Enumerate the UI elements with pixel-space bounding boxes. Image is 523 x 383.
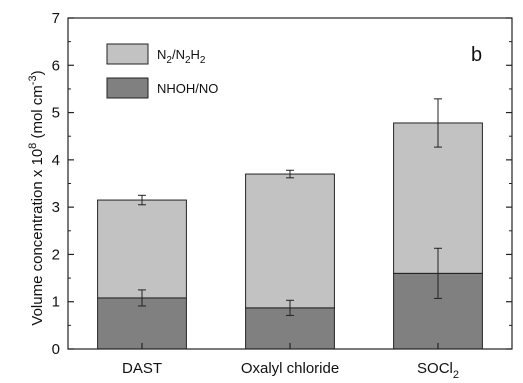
y-axis-title-unit-close: ) xyxy=(29,70,46,75)
bar-segment-n2-n2h2 xyxy=(245,173,335,309)
legend-label-n2-n2h2: N2/N2H2 xyxy=(157,47,206,66)
x-tick-label: SOCl2 xyxy=(417,360,459,381)
y-tick-label: 5 xyxy=(52,105,60,122)
legend-subscript: 2 xyxy=(185,55,191,66)
y-tick-label: 3 xyxy=(52,199,60,216)
y-axis-title: Volume concentration x 108 (mol cm-3) xyxy=(27,70,46,325)
x-tick-label-main: Oxalyl chloride xyxy=(241,360,339,377)
y-axis-title-unit-exponent: -3 xyxy=(27,75,39,85)
y-tick-label: 7 xyxy=(52,10,60,27)
y-tick-label: 1 xyxy=(52,294,60,311)
legend-subscript: 2 xyxy=(200,55,206,66)
y-axis-title-exponent: 8 xyxy=(27,143,39,149)
panel-label: b xyxy=(471,44,482,66)
bar-segment-n2-n2h2 xyxy=(97,199,187,299)
legend-swatch-nhoh-no xyxy=(106,77,149,99)
x-tick-label-main: SOCl xyxy=(417,360,453,377)
legend-label-nhoh-no: NHOH/NO xyxy=(157,81,218,96)
x-tick-label: DAST xyxy=(122,360,162,377)
legend-text-part: H xyxy=(191,47,200,62)
x-tick-label-main: DAST xyxy=(122,360,162,377)
y-tick-label: 6 xyxy=(52,57,60,74)
legend: N2/N2H2 NHOH/NO xyxy=(106,43,218,99)
error-bars xyxy=(138,98,442,316)
x-tick-labels: DAST Oxalyl chloride SOCl2 xyxy=(122,343,459,381)
y-tick-label: 2 xyxy=(52,246,60,263)
bars xyxy=(97,122,483,350)
legend-text-part: /N xyxy=(172,47,185,62)
y-axis-title-main: Volume concentration x 10 xyxy=(29,149,46,326)
x-tick-label: Oxalyl chloride xyxy=(241,360,339,377)
y-tick-label: 4 xyxy=(52,152,60,169)
legend-subscript: 2 xyxy=(166,55,172,66)
y-tick-label: 0 xyxy=(52,341,60,358)
y-axis-title-unit-open: (mol cm xyxy=(29,85,46,143)
x-tick-label-subscript: 2 xyxy=(453,369,459,381)
y-ticks: 0 1 2 3 4 5 6 7 xyxy=(52,10,512,358)
legend-text-part: N xyxy=(157,47,166,62)
legend-swatch-n2-n2h2 xyxy=(106,43,149,65)
